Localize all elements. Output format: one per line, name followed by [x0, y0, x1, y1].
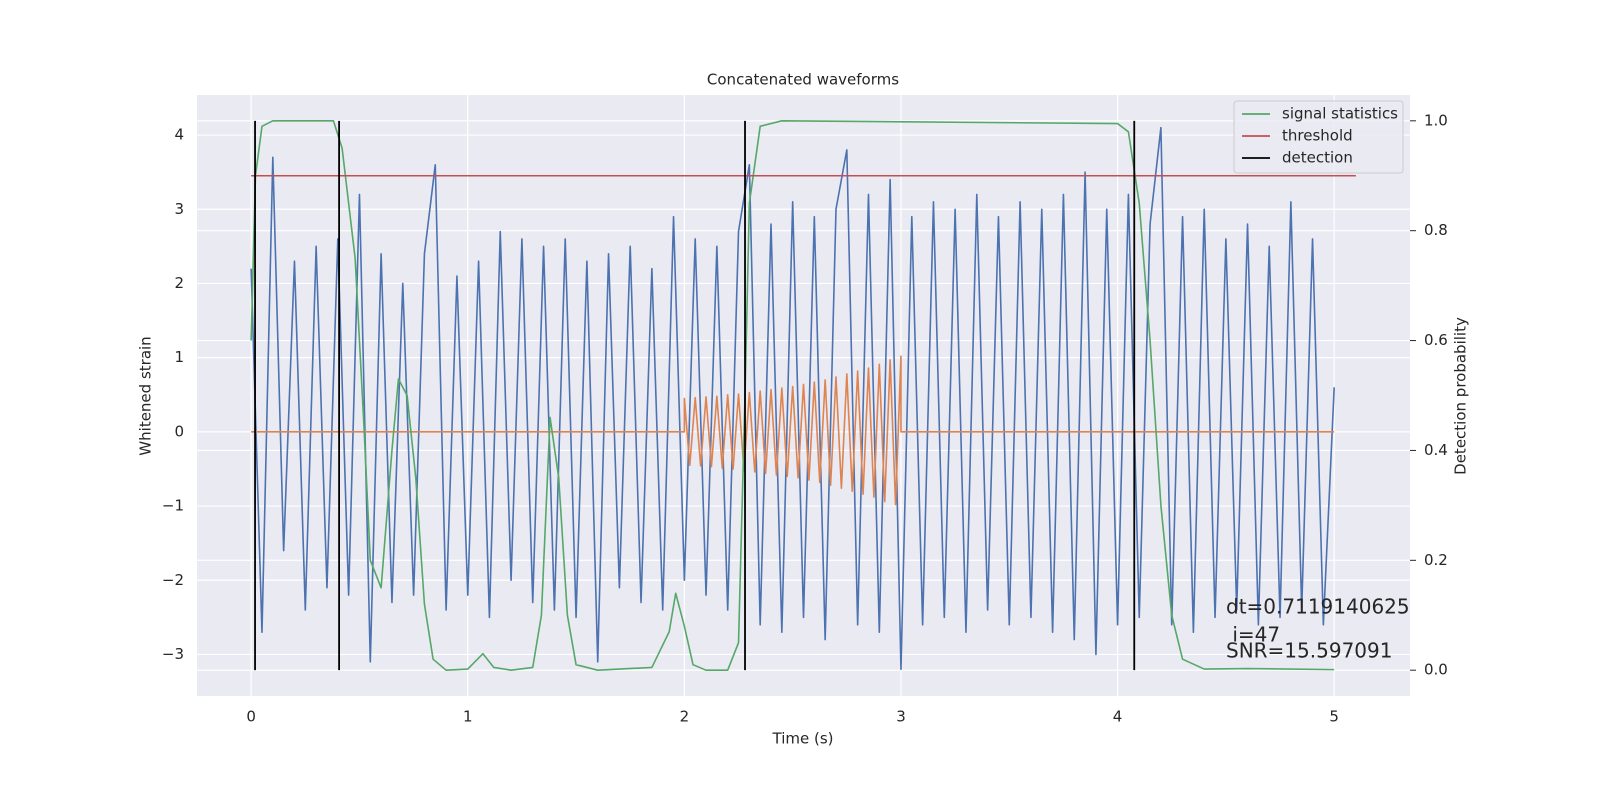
y-axis-label: Whitened strain — [137, 336, 155, 455]
y2-tick-label: 0.6 — [1424, 331, 1448, 349]
y2-tick-label: 0.8 — [1424, 221, 1448, 239]
annotation: i=47 — [1226, 623, 1280, 647]
y-tick-label: −2 — [162, 571, 184, 589]
y2-tick-label: 0.4 — [1424, 441, 1448, 459]
y-tick-label: 1 — [174, 348, 184, 366]
x-tick-label: 0 — [246, 708, 256, 726]
y-tick-label: −1 — [162, 497, 184, 515]
legend-box — [1233, 100, 1404, 174]
legend: signal statistics threshold detection — [1233, 100, 1404, 174]
annotation: SNR=15.597091 — [1226, 639, 1392, 663]
line-series — [250, 126, 1335, 671]
legend-label: threshold — [1282, 127, 1353, 145]
y2-tick-label: 1.0 — [1424, 111, 1448, 129]
y2-tick-label: 0.2 — [1424, 551, 1448, 569]
x-axis-label: Time (s) — [772, 730, 834, 748]
y-tick-label: −3 — [162, 645, 184, 663]
x-tick-label: 3 — [896, 708, 906, 726]
y-tick-label: 3 — [174, 200, 184, 218]
x-tick-label: 1 — [463, 708, 473, 726]
chart-title: Concatenated waveforms — [707, 71, 899, 89]
line-series — [250, 120, 1335, 671]
y2-tick-label: 0.0 — [1424, 661, 1448, 679]
legend-label: signal statistics — [1282, 105, 1398, 123]
line-series — [251, 355, 1335, 506]
annotation: dt=0.7119140625 — [1226, 595, 1410, 619]
legend-label: detection — [1282, 149, 1353, 167]
y2-axis-label: Detection probability — [1452, 317, 1470, 475]
x-tick-label: 2 — [680, 708, 690, 726]
y-tick-label: 4 — [174, 126, 184, 144]
x-tick-label: 4 — [1113, 708, 1123, 726]
marks — [250, 120, 1356, 671]
x-tick-label: 5 — [1329, 708, 1339, 726]
y-tick-label: 2 — [174, 274, 184, 292]
y-tick-label: 0 — [174, 422, 184, 440]
